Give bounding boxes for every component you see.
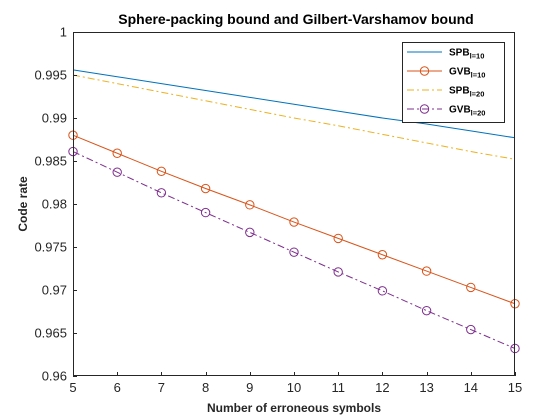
x-tick-label: 7 (158, 380, 165, 395)
legend-box (402, 42, 505, 123)
series-2 (68, 130, 520, 309)
legend-entry: GVBl=10 (407, 66, 485, 80)
legend-label-subscript: l=10 (471, 71, 486, 80)
legend-label-subscript: l=10 (470, 52, 485, 61)
series-line (72, 74, 516, 160)
legend-entry: SPBl=20 (407, 86, 484, 99)
y-tick-label: 0.99 (42, 111, 67, 126)
series-line (72, 134, 516, 305)
series-line (72, 151, 516, 349)
y-tick-label: 0.985 (34, 154, 67, 169)
data-point-marker (466, 324, 476, 335)
legend-label: GVBl=20 (449, 105, 485, 118)
y-tick-label: 0.965 (34, 326, 67, 341)
data-point-marker (421, 266, 432, 276)
data-point-marker (156, 166, 167, 177)
x-tick-label: 6 (114, 380, 121, 395)
series-1 (72, 69, 516, 139)
x-tick-label: 15 (508, 380, 522, 395)
legend-label: GVBl=10 (449, 67, 485, 80)
x-tick-label: 11 (331, 380, 345, 395)
data-point-marker (245, 227, 255, 238)
axes-box (73, 32, 515, 376)
legend-entry: GVBl=20 (407, 104, 485, 118)
chart-title: Sphere-packing bound and Gilbert-Varsham… (118, 11, 473, 27)
x-tick-label: 13 (419, 380, 433, 395)
series-3 (72, 74, 516, 160)
x-tick-label: 12 (375, 380, 389, 395)
data-point-marker (333, 233, 343, 244)
x-tick-label: 5 (69, 380, 76, 395)
y-tick-label: 0.97 (42, 283, 67, 298)
data-point-marker (333, 267, 343, 277)
x-tick-label: 9 (246, 380, 253, 395)
legend-label-subscript: l=20 (471, 109, 486, 118)
y-axis-title: Code rate (16, 176, 30, 232)
legend-label-main: SPB (449, 48, 470, 59)
data-point-marker (377, 286, 388, 296)
ticks-layer: 5 6 7 8 9 10 11 12 13 14 15 0.96 0.965 0.97 0.975 0.98 0… (34, 25, 522, 396)
series-line (72, 69, 516, 139)
data-point-marker (200, 183, 211, 194)
legend-label: SPBl=20 (449, 86, 484, 99)
x-tick-label: 10 (287, 380, 301, 395)
y-tick-label: 0.98 (42, 197, 67, 212)
y-tick-label: 1 (60, 25, 67, 40)
data-point-marker (289, 247, 299, 257)
data-point-marker (289, 217, 299, 227)
x-axis-title: Number of erroneous symbols (207, 401, 381, 415)
legend-entry: SPBl=10 (407, 48, 484, 61)
legend-label: SPBl=10 (449, 48, 484, 61)
legend-label-main: GVB (449, 105, 471, 116)
legend-label-subscript: l=20 (470, 90, 485, 99)
data-point-marker (156, 188, 167, 198)
data-point-marker (377, 250, 388, 260)
legend-label-main: SPB (449, 86, 470, 97)
series-layer (68, 69, 520, 354)
data-point-marker (466, 282, 476, 293)
legend-label-main: GVB (449, 67, 471, 78)
data-point-marker (112, 167, 122, 177)
data-point-marker (421, 305, 432, 316)
x-tick-label: 8 (202, 380, 209, 395)
x-tick-label: 14 (464, 380, 478, 395)
data-point-marker (245, 200, 255, 210)
legend-marker-swatch (419, 104, 430, 114)
legend-marker-swatch (419, 66, 430, 76)
series-4 (68, 146, 520, 354)
y-tick-label: 0.995 (34, 68, 67, 83)
y-tick-label: 0.96 (42, 369, 67, 384)
y-tick-label: 0.975 (34, 240, 67, 255)
data-point-marker (200, 207, 211, 218)
data-point-marker (112, 148, 122, 158)
